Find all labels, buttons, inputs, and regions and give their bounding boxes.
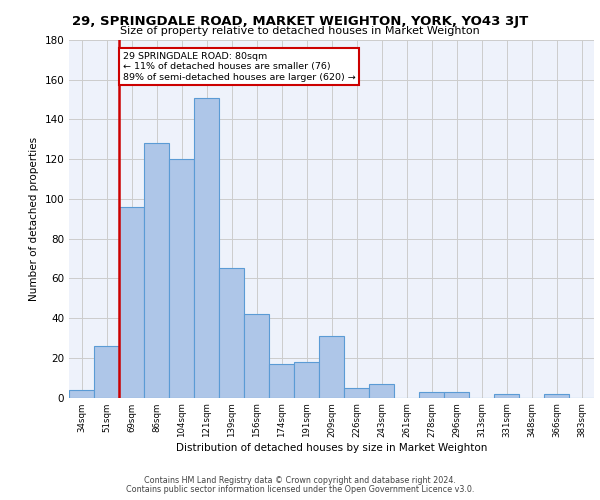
Bar	[144, 144, 169, 398]
Bar	[219, 268, 244, 398]
Y-axis label: Number of detached properties: Number of detached properties	[29, 136, 39, 301]
Bar	[494, 394, 519, 398]
Bar	[294, 362, 319, 398]
Bar	[369, 384, 394, 398]
Text: Contains public sector information licensed under the Open Government Licence v3: Contains public sector information licen…	[126, 485, 474, 494]
Bar	[269, 364, 294, 398]
Text: 29 SPRINGDALE ROAD: 80sqm
← 11% of detached houses are smaller (76)
89% of semi-: 29 SPRINGDALE ROAD: 80sqm ← 11% of detac…	[123, 52, 355, 82]
Bar	[544, 394, 569, 398]
Bar	[169, 159, 194, 398]
Bar	[119, 207, 144, 398]
Bar	[69, 390, 94, 398]
Text: Size of property relative to detached houses in Market Weighton: Size of property relative to detached ho…	[120, 26, 480, 36]
Text: 29, SPRINGDALE ROAD, MARKET WEIGHTON, YORK, YO43 3JT: 29, SPRINGDALE ROAD, MARKET WEIGHTON, YO…	[72, 15, 528, 28]
Bar	[444, 392, 469, 398]
Bar	[344, 388, 369, 398]
Bar	[244, 314, 269, 398]
X-axis label: Distribution of detached houses by size in Market Weighton: Distribution of detached houses by size …	[176, 443, 487, 453]
Bar	[194, 98, 219, 398]
Bar	[319, 336, 344, 398]
Text: Contains HM Land Registry data © Crown copyright and database right 2024.: Contains HM Land Registry data © Crown c…	[144, 476, 456, 485]
Bar	[419, 392, 444, 398]
Bar	[94, 346, 119, 398]
